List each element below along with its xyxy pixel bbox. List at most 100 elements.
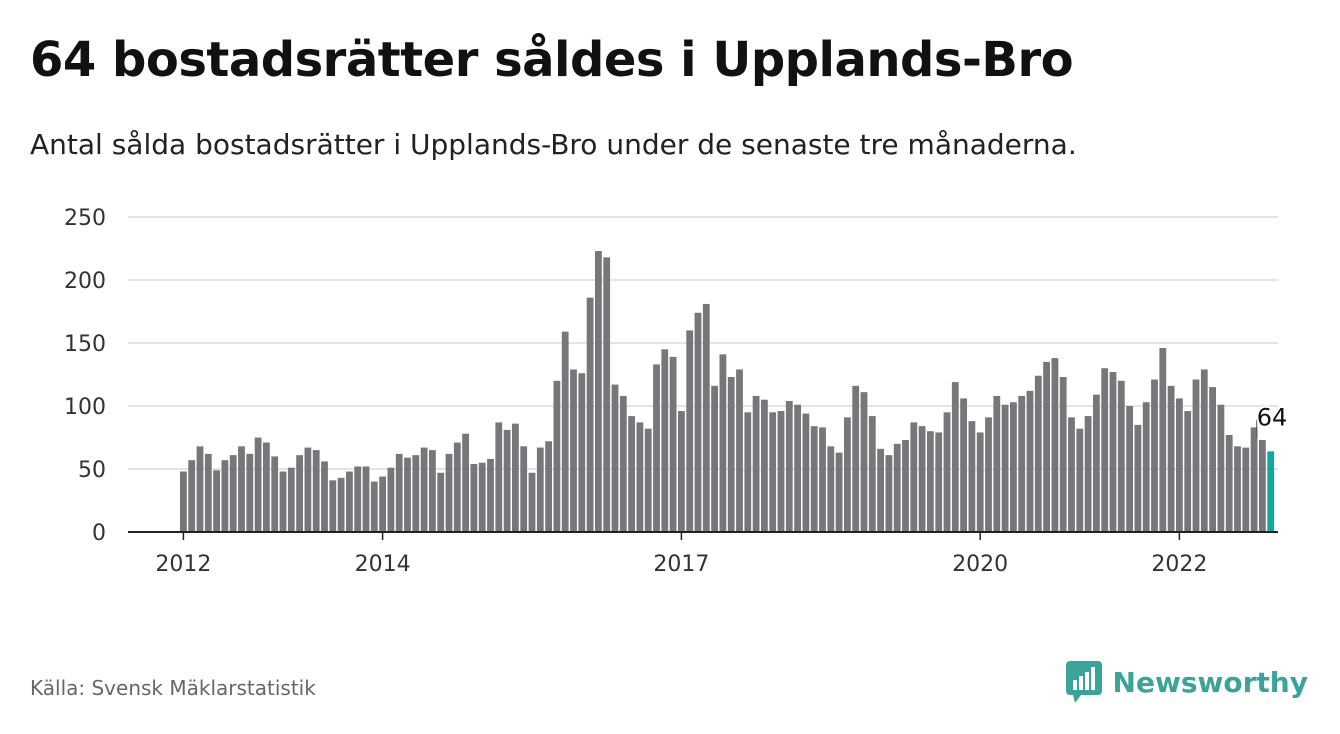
bar [1184,411,1192,532]
bar [860,392,868,532]
bar [628,416,635,532]
bar [1242,447,1250,532]
bar [927,431,934,532]
bar [810,426,818,532]
bar [1084,416,1092,532]
bar [960,398,967,532]
x-tick-label: 2014 [355,552,411,577]
y-tick-label: 0 [92,521,106,546]
x-tick-label: 2012 [155,552,211,577]
bar [561,331,569,532]
bar [304,447,312,532]
chart-subtitle: Antal sålda bostadsrätter i Upplands-Bro… [30,128,1077,161]
bar [512,423,519,532]
bar [827,446,835,532]
bar [1051,358,1059,532]
x-tick-label: 2020 [952,552,1008,577]
bar [362,466,370,532]
bar [429,450,436,532]
bar [595,251,602,532]
bar [528,472,536,532]
bar [993,395,1001,532]
bar [462,433,469,532]
bar [553,380,561,532]
bar [885,455,893,532]
source-note: Källa: Svensk Mäklarstatistik [30,676,316,700]
bar [968,421,976,532]
bar [1109,371,1117,532]
bar [844,417,851,532]
bar [1259,440,1266,532]
bar [910,422,918,532]
bar [329,480,337,532]
bar [943,412,951,532]
bar [404,457,411,532]
bar [1101,368,1109,532]
bar [412,455,420,532]
brand-name: Newsworthy [1112,665,1308,699]
bar [279,471,287,532]
bar [495,422,503,532]
bar [1117,380,1125,532]
bar [445,453,453,532]
bar [387,467,395,532]
bar [312,450,320,532]
bar [777,411,785,532]
bar [661,349,669,532]
chart-title: 64 bostadsrätter såldes i Upplands-Bro [30,32,1074,88]
brand-logo: Newsworthy [1065,660,1308,704]
y-tick-label: 100 [64,395,106,420]
bar [1076,428,1084,532]
bar [877,448,884,532]
bar [852,385,860,532]
bar [653,364,660,532]
bar [536,447,544,532]
bar [1192,379,1200,532]
bar [370,481,378,532]
bar [263,442,270,532]
bar [238,446,245,532]
bar [985,417,992,532]
annotation-label: 64 [1257,403,1288,431]
bar [478,462,486,532]
bar [835,452,843,532]
bar [678,411,685,532]
bar [1217,404,1225,532]
bar [1250,427,1258,532]
bar [337,477,345,532]
bar [221,460,229,532]
bar [520,446,528,532]
bar [902,440,909,532]
highlighted-bar [1267,451,1275,532]
bar [868,416,876,532]
bar [636,422,644,532]
bar [702,303,710,532]
bar [1159,348,1167,532]
bar [611,384,619,532]
bar [570,369,577,532]
bar [1018,395,1026,532]
bar [586,297,594,532]
bar [785,400,793,532]
bar [1167,385,1175,532]
bar [1010,402,1017,532]
bar [420,447,428,532]
y-tick-label: 50 [78,458,106,483]
bar [229,455,237,532]
bar [1234,446,1241,532]
bar [1209,387,1216,532]
bar [761,399,768,532]
bar [180,471,187,532]
bar [437,472,445,532]
bar [487,458,494,532]
bar [379,476,386,532]
bar [470,463,478,532]
bar [1225,434,1233,532]
bar [744,412,752,532]
bar [711,385,718,532]
y-tick-label: 200 [64,269,106,294]
bar [769,412,777,532]
bar [545,441,552,532]
bar [246,453,254,532]
bar [1001,404,1009,532]
